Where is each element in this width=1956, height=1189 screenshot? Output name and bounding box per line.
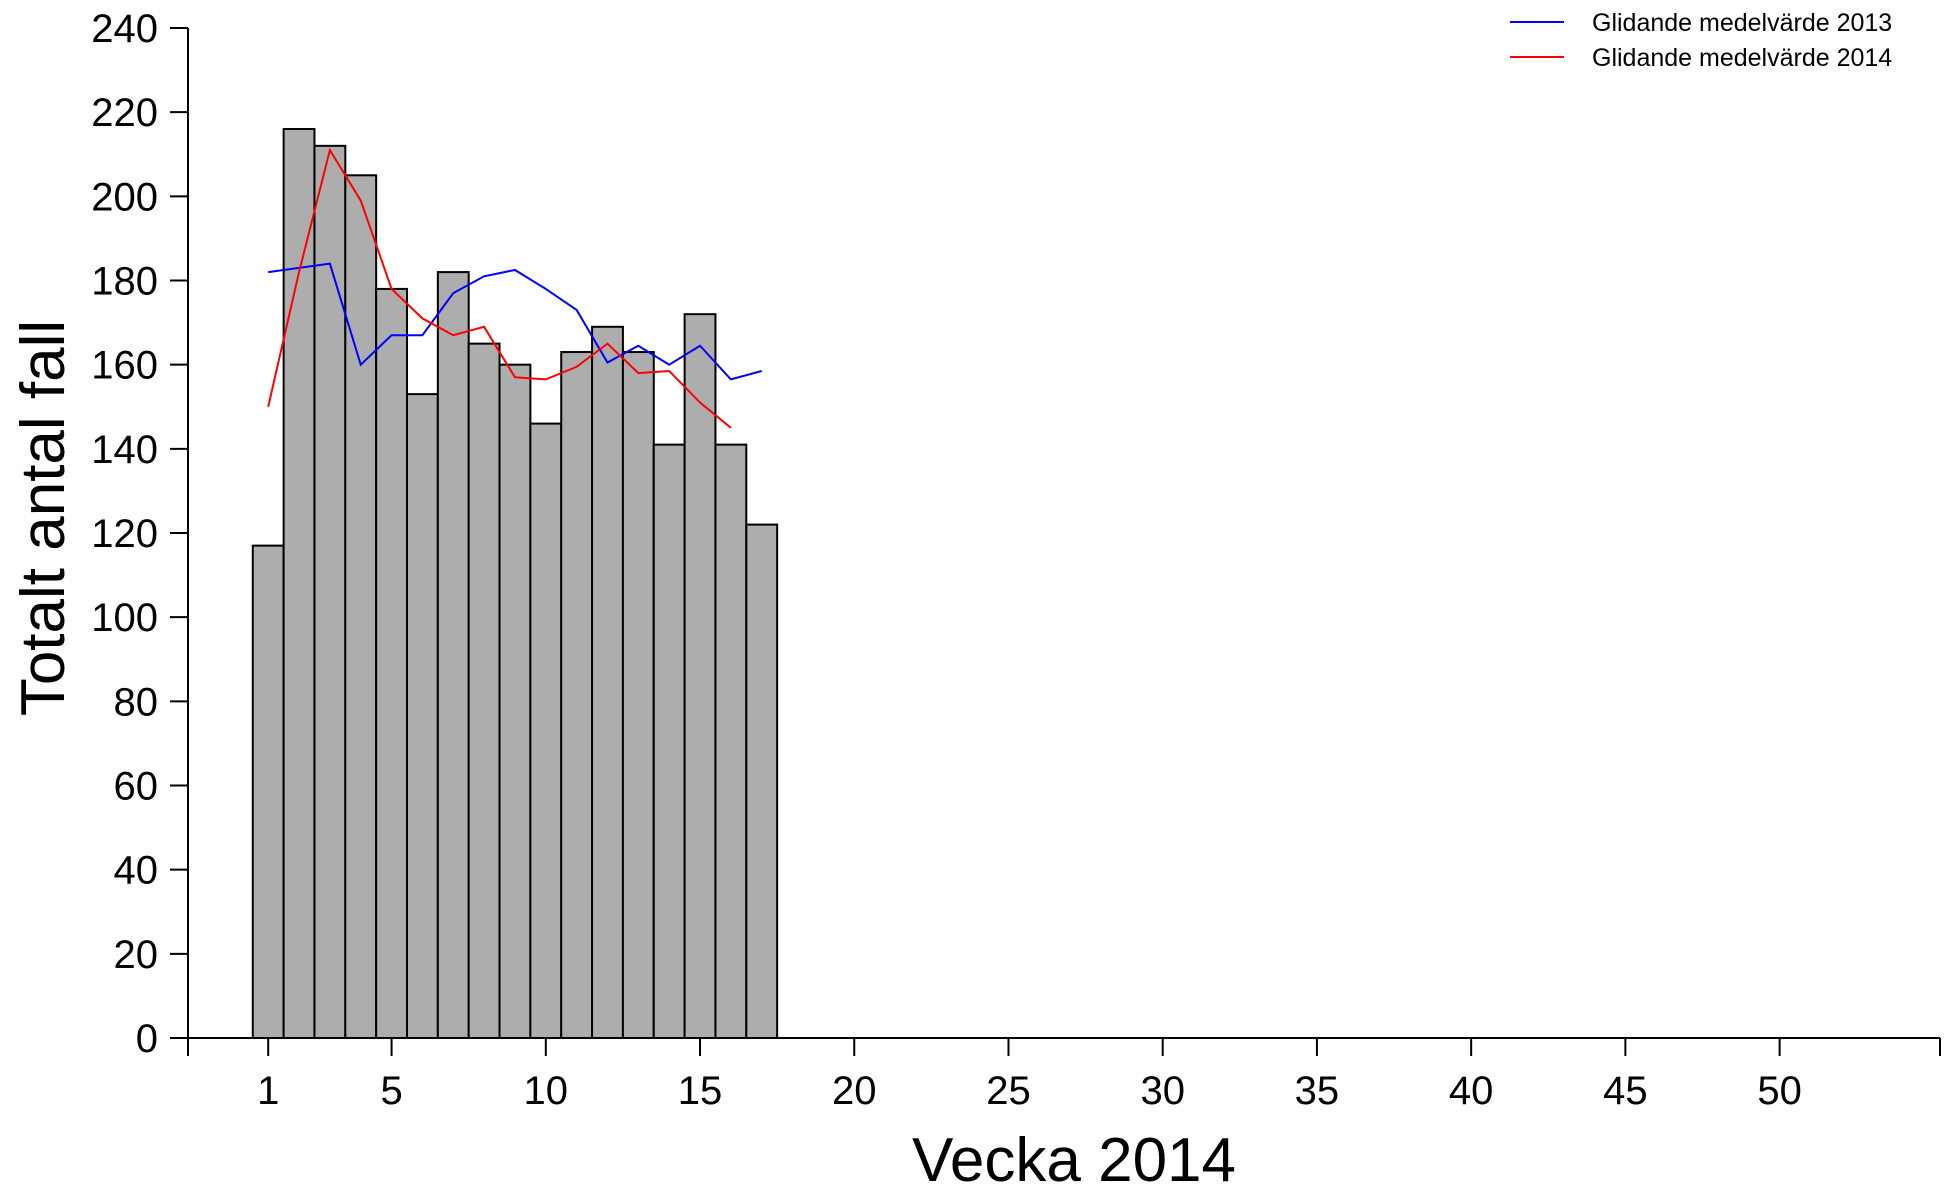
x-tick-label: 35 [1295,1069,1340,1113]
bar-week-10 [529,422,563,1040]
y-tick-label: 220 [91,91,158,135]
y-axis-title: Totalt antal fall [9,320,78,716]
y-axis: 0 20 40 60 80 100 120 140 160 180 200 220 240 [91,7,189,1061]
y-tick-label: 240 [91,7,158,51]
y-tick-label: 100 [91,596,158,640]
y-tick-label: 180 [91,260,158,304]
x-tick-label: 50 [1757,1069,1802,1113]
x-axis: 1 5 10 15 20 25 30 35 40 45 50 [187,1037,1941,1113]
bar-week-3 [313,144,347,1040]
y-tick-label: 60 [114,765,159,809]
bar-week-11 [560,351,594,1039]
bar-week-15 [683,313,717,1039]
plot-area [251,128,779,1040]
legend: Glidande medelvärde 2013 Glidande medelvä… [1510,9,1892,72]
y-tick-label: 200 [91,175,158,219]
bars [251,128,779,1040]
series-line-2 [267,147,732,429]
y-tick-label: 20 [114,933,159,977]
x-axis-title: Vecka 2014 [912,1126,1236,1189]
x-tick-label: 15 [678,1069,723,1113]
bar-week-5 [375,287,409,1039]
bar-week-8 [467,342,501,1039]
x-tick-label: 30 [1140,1069,1185,1113]
x-tick-label: 5 [380,1069,402,1113]
bar-week-14 [652,443,686,1039]
bar-week-17 [745,523,779,1039]
bar-week-16 [714,443,748,1039]
bar-week-1 [251,544,285,1039]
bar-week-2 [282,128,316,1039]
x-tick-label: 45 [1603,1069,1648,1113]
bar-week-4 [344,174,378,1039]
legend-label-2: Glidande medelvärde 2014 [1592,44,1892,72]
bar-week-13 [621,351,655,1039]
y-tick-label: 120 [91,512,158,556]
x-tick-label: 1 [257,1069,279,1113]
x-tick-label: 40 [1449,1069,1494,1113]
y-tick-label: 140 [91,428,158,472]
y-tick-label: 160 [91,344,158,388]
bar-week-6 [406,393,439,1039]
y-tick-label: 40 [114,849,159,893]
y-tick-label: 80 [114,680,159,724]
y-tick-label: 0 [136,1017,158,1061]
legend-label-1: Glidande medelvärde 2013 [1592,9,1892,37]
bar-week-9 [498,363,532,1039]
x-tick-label: 20 [832,1069,877,1113]
x-tick-label: 25 [986,1069,1031,1113]
bar-week-12 [591,325,624,1039]
bar-week-7 [436,271,470,1040]
series-line-1 [268,262,762,381]
x-tick-label: 10 [524,1069,569,1113]
moving-average-lines [267,147,762,429]
